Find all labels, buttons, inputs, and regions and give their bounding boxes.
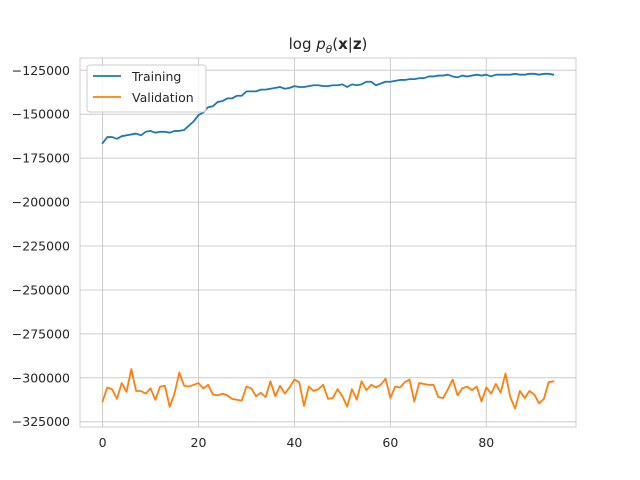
chart-title: log pθ(x|z) <box>289 35 368 56</box>
x-tick-label: 0 <box>99 435 107 450</box>
title-log: log <box>289 35 317 53</box>
title-close-paren: ) <box>362 35 368 53</box>
x-tick-label: 80 <box>478 435 494 450</box>
x-tick-label: 40 <box>286 435 302 450</box>
y-tick-label: −250000 <box>12 282 70 297</box>
x-tick-label: 60 <box>382 435 398 450</box>
title-z: z <box>353 35 362 53</box>
legend-validation-label: Validation <box>132 90 194 105</box>
title-p: p <box>315 35 326 53</box>
y-tick-label: −200000 <box>12 195 70 210</box>
y-tick-label: −300000 <box>12 370 70 385</box>
y-axis: −125000 −150000 −175000 −200000 −225000 −2500… <box>12 63 70 429</box>
series-training-line <box>101 72 555 145</box>
grid <box>80 58 576 427</box>
y-tick-label: −125000 <box>12 63 70 78</box>
x-tick-label: 20 <box>191 435 207 450</box>
plot-frame <box>79 57 577 428</box>
y-tick-label: −275000 <box>12 326 70 341</box>
x-axis: 0 20 40 60 80 <box>99 435 495 450</box>
series-validation-line <box>101 368 555 410</box>
legend: Training Validation <box>86 64 207 113</box>
title-bar: | <box>348 35 353 53</box>
series-layer <box>101 72 555 410</box>
legend-training-label: Training <box>131 69 181 84</box>
y-tick-label: −225000 <box>12 239 70 254</box>
y-tick-label: −150000 <box>12 107 70 122</box>
y-tick-label: −325000 <box>12 414 70 429</box>
title-open-paren: ( <box>332 35 338 53</box>
title-x: x <box>338 35 348 53</box>
title-theta: θ <box>326 44 333 56</box>
y-tick-label: −175000 <box>12 151 70 166</box>
